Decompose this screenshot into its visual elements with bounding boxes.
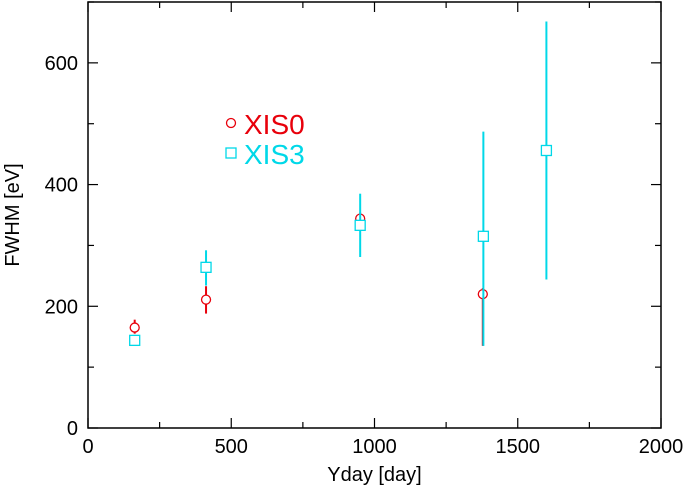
legend-marker-circle xyxy=(225,117,237,129)
y-tick-label: 0 xyxy=(67,418,78,440)
data-point-circle xyxy=(200,294,212,305)
y-tick-label: 200 xyxy=(45,296,78,318)
series-xis3 xyxy=(129,21,553,347)
data-point-square xyxy=(477,230,490,242)
data-point-square xyxy=(200,261,212,273)
x-tick-label: 1000 xyxy=(352,436,397,458)
data-point-circle xyxy=(129,322,140,333)
data-point-square xyxy=(540,144,553,157)
x-axis-label: Yday [day] xyxy=(327,464,422,486)
x-tick-label: 0 xyxy=(82,436,93,458)
legend-label: XIS3 xyxy=(244,139,305,170)
data-point-square xyxy=(354,219,366,231)
axis-ticks xyxy=(87,1,662,429)
legend-label: XIS0 xyxy=(244,109,305,140)
series-xis0 xyxy=(129,212,488,346)
plot-frame xyxy=(87,1,662,429)
tick-labels: 0 500 1000 1500 2000 0 200 400 600 xyxy=(45,53,684,458)
plot-marks xyxy=(129,21,553,347)
y-tick-label: 600 xyxy=(45,53,78,75)
legend-marker-square xyxy=(225,147,237,159)
x-tick-label: 500 xyxy=(215,436,248,458)
data-point-square xyxy=(129,334,141,347)
x-tick-label: 2000 xyxy=(639,436,684,458)
x-tick-label: 1500 xyxy=(496,436,541,458)
y-axis-label: FWHM [eV] xyxy=(2,163,24,266)
y-tick-label: 400 xyxy=(45,175,78,197)
